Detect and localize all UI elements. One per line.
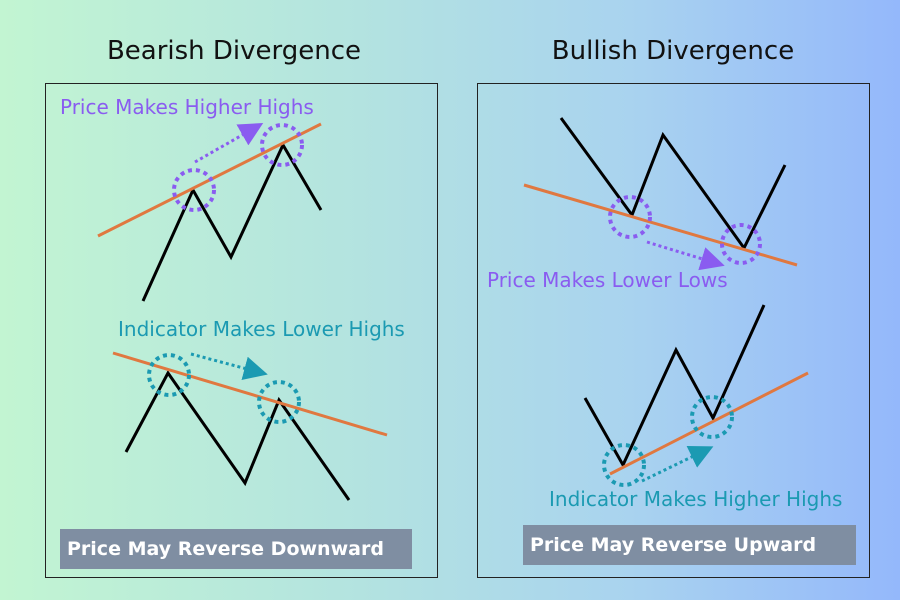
bear-price-line <box>141 141 323 302</box>
bear-indicator-label: Indicator Makes Lower Highs <box>118 317 405 341</box>
bear-indicator-circle-1 <box>147 353 191 397</box>
bull-price-arrow <box>646 240 725 271</box>
bear-indicator-arrow <box>190 352 268 380</box>
bull-indicator-circle-2 <box>690 395 734 439</box>
bull-indicator-trendline <box>609 371 809 476</box>
bull-indicator-line <box>583 304 766 469</box>
bullish-conclusion-badge: Price May Reverse Upward <box>523 525 856 565</box>
bull-price-circle-2 <box>720 223 762 265</box>
bullish-panel <box>477 83 870 578</box>
bear-indicator-circle-2 <box>257 380 301 424</box>
bearish-title: Bearish Divergence <box>106 36 362 66</box>
bullish-title: Bullish Divergence <box>551 36 795 66</box>
bear-price-arrow <box>194 123 264 164</box>
bull-price-line <box>559 117 787 251</box>
bear-indicator-trendline <box>112 351 388 437</box>
bull-price-trendline <box>523 183 798 267</box>
bull-indicator-label: Indicator Makes Higher Highs <box>549 487 842 511</box>
bear-price-circle-1 <box>172 168 216 212</box>
bearish-conclusion-badge: Price May Reverse Downward <box>60 529 412 569</box>
bull-indicator-circle-1 <box>602 443 646 487</box>
bear-indicator-line <box>124 370 351 501</box>
bull-price-circle-1 <box>608 195 652 239</box>
bull-indicator-arrow <box>641 446 714 483</box>
bull-price-label: Price Makes Lower Lows <box>487 268 728 292</box>
bearish-panel <box>45 83 438 578</box>
bear-price-circle-2 <box>260 123 304 167</box>
bear-price-label: Price Makes Higher Highs <box>60 95 314 119</box>
